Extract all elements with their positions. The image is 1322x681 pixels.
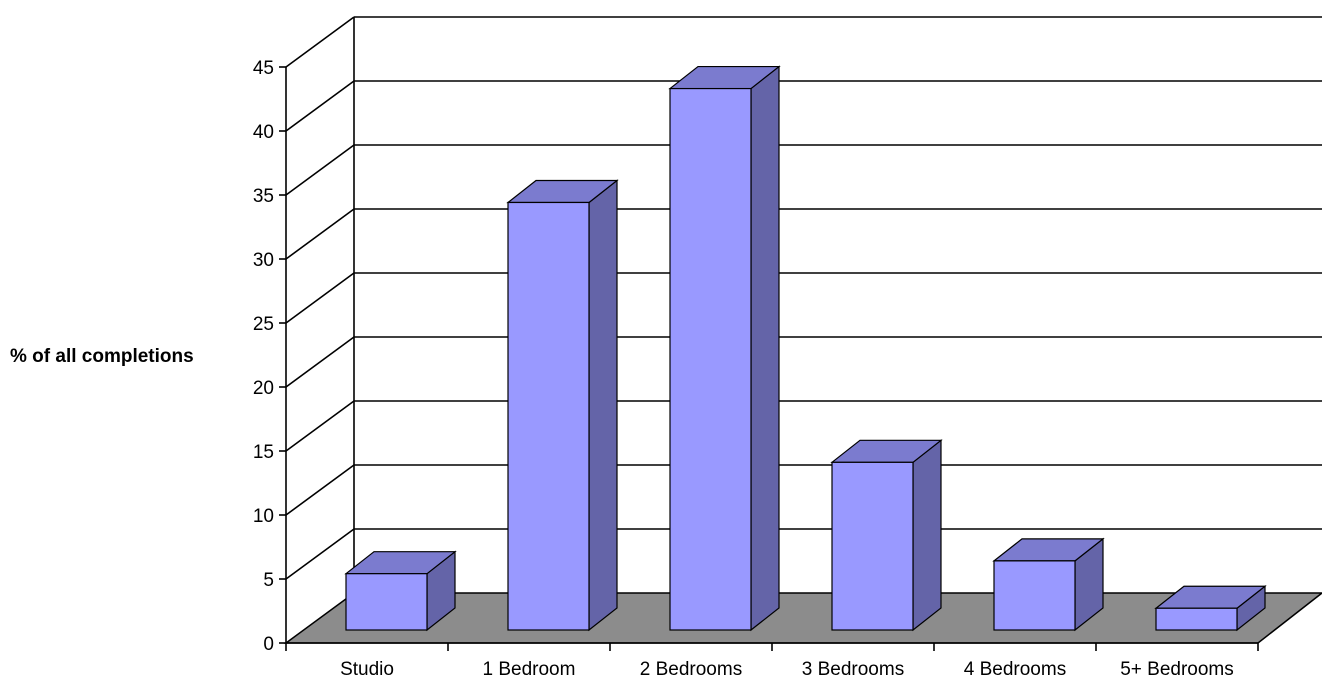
bar-5-bedrooms [1154, 585, 1267, 632]
axes [279, 66, 1259, 651]
y-tick-label: 40 [253, 122, 274, 143]
gridline-side [285, 272, 355, 324]
gridline-side [285, 400, 355, 452]
bar-3-bedrooms [830, 439, 943, 632]
gridline-side [285, 144, 355, 196]
gridline-side [285, 16, 355, 68]
bar-1-bedroom [506, 179, 619, 632]
bar-front [1155, 607, 1238, 631]
labels: 0 5 10 15 20 25 30 35 40 45 Studio 1 Bedroom 2 Bedro… [253, 58, 1234, 680]
bar-front [669, 87, 752, 631]
bar-front [831, 461, 914, 631]
bar-side [750, 65, 780, 632]
x-category-label: 2 Bedrooms [640, 659, 742, 680]
x-category-label: 3 Bedrooms [802, 659, 904, 680]
x-category-label: 5+ Bedrooms [1120, 659, 1234, 680]
bar-4-bedrooms [992, 537, 1105, 632]
x-category-label: 4 Bedrooms [964, 659, 1066, 680]
gridline-side [285, 528, 355, 580]
gridline-side [285, 336, 355, 388]
y-tick-label: 25 [253, 314, 274, 335]
bar-front [507, 201, 590, 631]
y-tick-label: 10 [253, 506, 274, 527]
y-tick-label: 35 [253, 186, 274, 207]
bar-side [912, 439, 942, 632]
bar-side [588, 179, 618, 632]
gridline-side [285, 80, 355, 132]
y-tick-label: 0 [263, 634, 274, 655]
y-tick-label: 30 [253, 250, 274, 271]
x-category-label: 1 Bedroom [483, 659, 576, 680]
bar-front [345, 573, 428, 631]
gridline-side [285, 208, 355, 260]
gridline-side [285, 464, 355, 516]
y-tick-label: 5 [263, 570, 274, 591]
bar-2-bedrooms [668, 65, 781, 632]
bars [344, 65, 1267, 632]
gridlines [285, 16, 1322, 593]
y-tick-label: 15 [253, 442, 274, 463]
y-axis-title: % of all completions [10, 346, 194, 367]
bar-studio [344, 550, 457, 632]
y-tick-label: 20 [253, 378, 274, 399]
x-category-label: Studio [340, 659, 394, 680]
bar-front [993, 560, 1076, 631]
y-tick-label: 45 [253, 58, 274, 79]
